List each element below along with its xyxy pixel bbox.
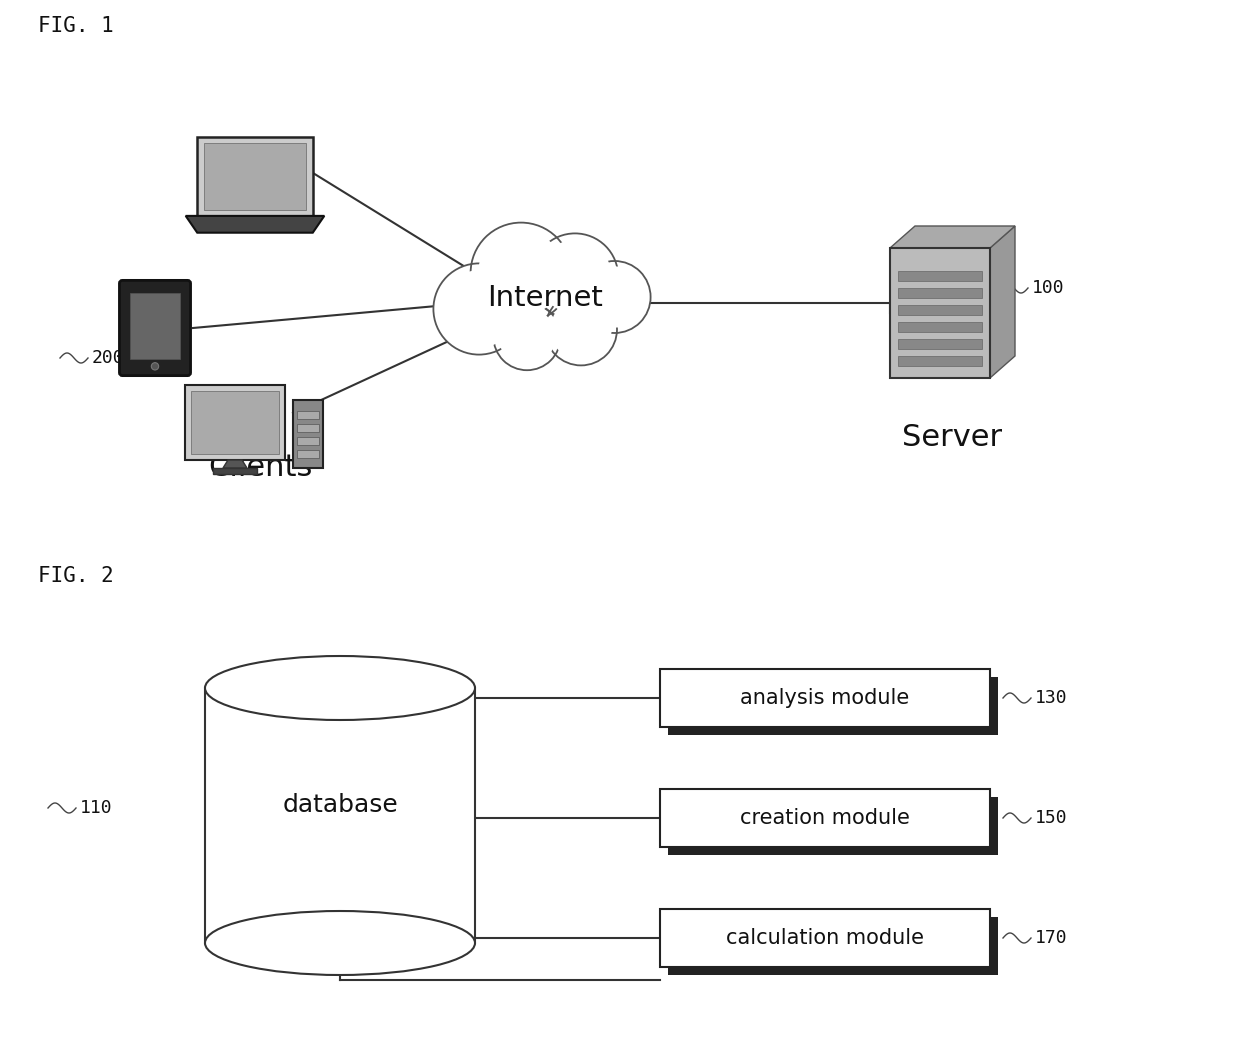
FancyBboxPatch shape [898, 288, 982, 298]
Circle shape [479, 231, 564, 316]
FancyBboxPatch shape [119, 280, 191, 376]
Ellipse shape [205, 911, 475, 975]
Circle shape [471, 222, 572, 324]
FancyBboxPatch shape [660, 789, 990, 847]
Circle shape [440, 270, 518, 348]
Text: creation module: creation module [740, 808, 910, 828]
FancyBboxPatch shape [213, 468, 257, 474]
FancyBboxPatch shape [898, 305, 982, 315]
FancyBboxPatch shape [185, 385, 285, 460]
FancyBboxPatch shape [898, 339, 982, 349]
Text: 170: 170 [1035, 929, 1068, 947]
Text: FIG. 1: FIG. 1 [38, 16, 114, 36]
FancyBboxPatch shape [298, 437, 319, 445]
Circle shape [434, 263, 525, 354]
Polygon shape [223, 460, 247, 468]
Text: Internet: Internet [487, 284, 603, 312]
FancyBboxPatch shape [298, 450, 319, 458]
Circle shape [498, 308, 556, 365]
FancyBboxPatch shape [293, 400, 322, 468]
Ellipse shape [205, 656, 475, 720]
Text: 130: 130 [1035, 689, 1068, 707]
Circle shape [494, 303, 560, 370]
FancyBboxPatch shape [660, 909, 990, 967]
FancyBboxPatch shape [898, 322, 982, 332]
Text: calculation module: calculation module [725, 928, 924, 948]
Text: Server: Server [901, 423, 1002, 452]
Circle shape [151, 363, 159, 370]
FancyBboxPatch shape [898, 271, 982, 281]
Polygon shape [186, 216, 325, 233]
Polygon shape [990, 226, 1016, 378]
FancyBboxPatch shape [298, 424, 319, 432]
Text: Clients: Clients [208, 453, 312, 482]
Text: analysis module: analysis module [740, 688, 910, 708]
FancyBboxPatch shape [191, 391, 279, 454]
Circle shape [546, 293, 618, 365]
Text: 150: 150 [1035, 809, 1068, 827]
FancyBboxPatch shape [130, 293, 180, 359]
FancyBboxPatch shape [668, 677, 998, 735]
Text: 110: 110 [81, 799, 113, 817]
Text: 200: 200 [92, 349, 125, 367]
FancyBboxPatch shape [205, 688, 475, 943]
FancyBboxPatch shape [890, 248, 990, 378]
FancyBboxPatch shape [203, 144, 306, 209]
Circle shape [579, 261, 651, 333]
Polygon shape [890, 226, 1016, 248]
Circle shape [551, 298, 611, 360]
FancyBboxPatch shape [668, 917, 998, 975]
FancyBboxPatch shape [298, 411, 319, 419]
Text: 100: 100 [1032, 279, 1065, 297]
Circle shape [538, 240, 611, 313]
FancyBboxPatch shape [197, 138, 312, 216]
FancyBboxPatch shape [898, 355, 982, 366]
Text: FIG. 2: FIG. 2 [38, 566, 114, 586]
Circle shape [584, 267, 645, 328]
FancyBboxPatch shape [660, 669, 990, 727]
FancyBboxPatch shape [668, 797, 998, 855]
Text: database: database [283, 794, 398, 818]
Circle shape [532, 234, 619, 320]
